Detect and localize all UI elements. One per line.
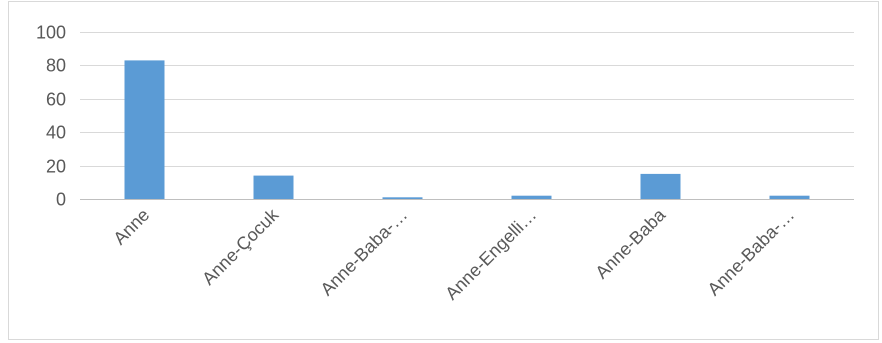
bar <box>124 60 165 200</box>
x-axis-ticks: Anne Anne-Çocuk Anne-Baba-… Anne-Engelli… An… <box>109 204 798 304</box>
gridlines <box>80 32 854 200</box>
x-tick-label: Anne <box>109 205 153 249</box>
y-axis-ticks: 0 20 40 60 80 100 <box>36 23 66 210</box>
bar <box>382 197 423 199</box>
y-tick-label: 60 <box>46 90 66 110</box>
bar <box>511 195 552 199</box>
bar <box>769 195 810 199</box>
x-tick-label: Anne-Baba-… <box>317 205 412 300</box>
bars <box>124 60 810 200</box>
y-tick-label: 80 <box>46 56 66 76</box>
x-tick-label: Anne-Baba-… <box>704 205 799 300</box>
x-tick-label: Anne-Çocuk <box>198 204 283 289</box>
y-tick-label: 20 <box>46 157 66 177</box>
y-tick-label: 100 <box>36 23 66 43</box>
y-tick-label: 40 <box>46 123 66 143</box>
bar <box>640 173 681 199</box>
x-tick-label: Anne-Baba <box>591 204 670 283</box>
bar <box>253 175 294 199</box>
x-tick-label: Anne-Engelli… <box>441 205 540 304</box>
y-tick-label: 0 <box>56 190 66 210</box>
